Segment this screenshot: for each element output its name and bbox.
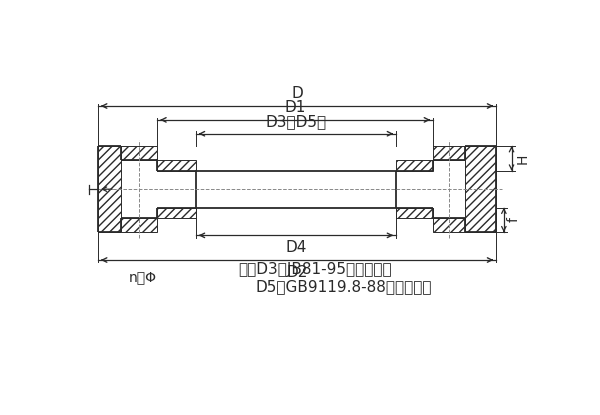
Text: n－Φ: n－Φ [129, 270, 157, 284]
Polygon shape [121, 146, 157, 160]
Text: 注：D3与JB81-95标准管配合: 注：D3与JB81-95标准管配合 [238, 262, 392, 277]
Polygon shape [121, 218, 157, 232]
Polygon shape [396, 208, 433, 218]
Polygon shape [98, 146, 121, 232]
Text: D3（D5）: D3（D5） [265, 114, 326, 129]
Text: D2: D2 [286, 265, 308, 280]
Polygon shape [157, 208, 196, 218]
Text: D: D [291, 86, 303, 101]
Text: H: H [515, 153, 529, 164]
Polygon shape [466, 146, 496, 232]
Polygon shape [396, 160, 433, 171]
Polygon shape [157, 160, 196, 171]
Text: f: f [507, 217, 521, 222]
Polygon shape [433, 146, 466, 160]
Text: D1: D1 [284, 100, 306, 115]
Polygon shape [433, 218, 466, 232]
Text: D4: D4 [285, 240, 307, 255]
Text: D5与GB9119.8-88标准管配合: D5与GB9119.8-88标准管配合 [255, 279, 431, 294]
